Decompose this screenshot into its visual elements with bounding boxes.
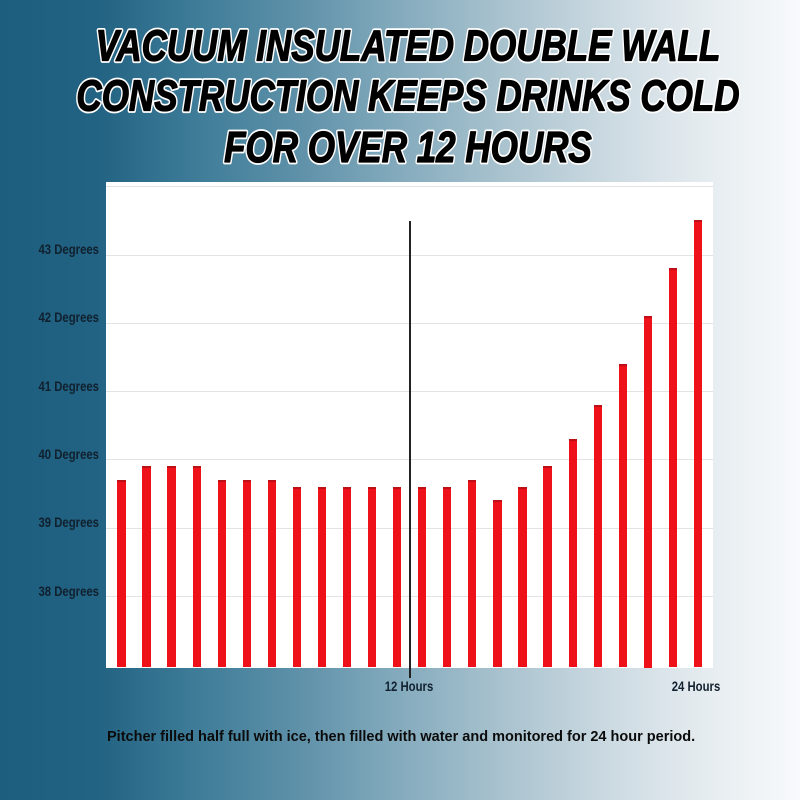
svg-text:FOR OVER 12 HOURS: FOR OVER 12 HOURS	[224, 123, 592, 171]
svg-text:VACUUM INSULATED DOUBLE WALL: VACUUM INSULATED DOUBLE WALL	[96, 22, 721, 70]
svg-text:FOR OVER 12 HOURS: FOR OVER 12 HOURS	[224, 123, 592, 171]
svg-text:CONSTRUCTION KEEPS DRINKS COLD: CONSTRUCTION KEEPS DRINKS COLD	[76, 72, 739, 120]
svg-text:CONSTRUCTION KEEPS DRINKS COLD: CONSTRUCTION KEEPS DRINKS COLD	[76, 72, 739, 120]
svg-text:VACUUM INSULATED DOUBLE WALL: VACUUM INSULATED DOUBLE WALL	[96, 22, 721, 70]
